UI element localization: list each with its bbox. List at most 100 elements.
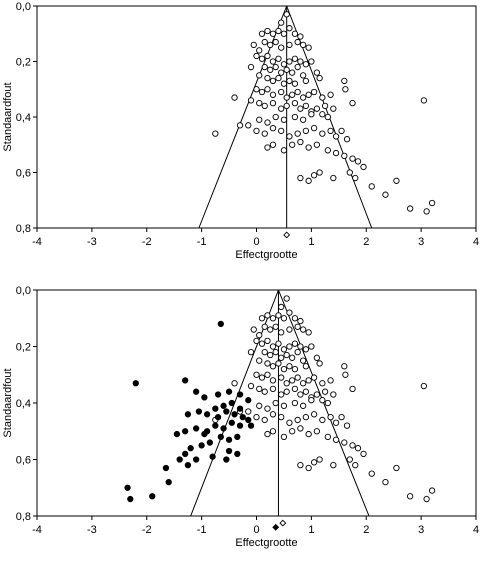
- open-data-point: [330, 391, 337, 398]
- open-data-point: [269, 77, 277, 85]
- open-data-point: [310, 124, 318, 132]
- open-data-point: [245, 122, 252, 129]
- open-data-point: [346, 456, 353, 463]
- open-data-point: [321, 388, 329, 395]
- filled-data-point: [225, 388, 233, 395]
- open-data-point: [297, 343, 304, 350]
- filled-data-point: [203, 411, 211, 418]
- filled-data-point: [206, 439, 214, 446]
- open-data-point: [286, 419, 293, 426]
- filled-data-point: [247, 422, 255, 429]
- open-data-point: [247, 63, 255, 71]
- open-data-point: [289, 428, 296, 435]
- open-data-point: [256, 72, 263, 79]
- open-data-point: [278, 19, 285, 26]
- filled-data-point: [182, 428, 189, 435]
- x-tick-label: -1: [197, 236, 207, 248]
- open-data-point: [269, 377, 277, 384]
- open-data-point: [294, 348, 301, 356]
- filled-data-point: [225, 436, 233, 443]
- open-data-point: [289, 141, 296, 148]
- filled-data-point: [231, 411, 238, 418]
- x-tick-label: -4: [32, 236, 42, 248]
- open-data-point: [321, 102, 329, 110]
- open-data-point: [264, 119, 271, 126]
- open-data-point: [338, 413, 345, 421]
- x-tick-label: -2: [142, 236, 152, 248]
- open-data-point: [332, 149, 340, 157]
- open-data-point: [313, 69, 321, 76]
- open-data-point: [349, 99, 356, 107]
- open-data-point: [272, 399, 279, 407]
- filled-data-point: [149, 493, 156, 500]
- filled-data-point: [223, 456, 230, 463]
- open-data-point: [327, 377, 334, 384]
- open-data-point: [354, 445, 362, 452]
- open-data-point: [269, 428, 277, 435]
- open-data-point: [256, 385, 263, 393]
- x-axis-title: Effectgrootte: [235, 249, 297, 261]
- open-data-point: [302, 346, 310, 353]
- open-data-point: [289, 377, 296, 384]
- open-data-point: [256, 357, 263, 364]
- open-data-point: [291, 315, 299, 322]
- open-data-point: [299, 357, 307, 364]
- open-data-point: [297, 425, 304, 432]
- open-data-point: [261, 102, 268, 110]
- open-data-point: [283, 351, 290, 359]
- open-data-point: [253, 337, 260, 344]
- filled-data-point: [182, 450, 189, 457]
- open-data-point: [278, 303, 285, 311]
- open-data-point: [310, 172, 318, 179]
- open-summary-diamond: [283, 231, 291, 239]
- open-data-point: [261, 416, 268, 424]
- open-data-point: [324, 399, 331, 407]
- funnel-plot-top: -4 -3 -2 -1 0 1 2 3 4 0,0 0,2 0,4 0,6 0,8 Effectgroott…: [2, 1, 479, 261]
- x-tick-label: 1: [308, 524, 314, 536]
- filled-data-point: [245, 416, 252, 424]
- open-data-point: [305, 91, 312, 98]
- open-data-point: [269, 58, 277, 65]
- open-data-point: [342, 371, 349, 378]
- open-data-point: [278, 44, 285, 51]
- open-data-point: [341, 363, 348, 370]
- y-tick-label: 0,6: [16, 168, 31, 180]
- open-data-point: [278, 88, 285, 96]
- x-tick-label: 2: [363, 524, 369, 536]
- filled-data-point: [239, 413, 246, 421]
- open-data-point: [297, 138, 304, 146]
- filled-data-point: [214, 413, 222, 421]
- open-data-point: [310, 459, 318, 466]
- open-data-point: [338, 127, 345, 135]
- open-data-point: [264, 371, 271, 378]
- open-data-point: [278, 413, 285, 421]
- y-tick-label: 0,2: [16, 342, 31, 354]
- open-data-point: [269, 411, 277, 418]
- open-data-point: [278, 127, 285, 135]
- open-summary-diamond: [279, 519, 287, 527]
- open-data-point: [286, 41, 293, 48]
- y-axis-title: Standaardfout: [2, 82, 14, 151]
- open-data-point: [319, 397, 326, 404]
- open-data-point: [264, 75, 271, 82]
- filled-data-point: [214, 391, 222, 398]
- open-data-point: [423, 495, 430, 503]
- open-data-point: [316, 456, 323, 463]
- open-data-point: [278, 354, 285, 361]
- filled-data-point: [132, 380, 139, 387]
- open-data-point: [319, 380, 326, 387]
- filled-data-point: [220, 425, 227, 432]
- open-data-point: [327, 413, 334, 421]
- open-data-point: [294, 323, 301, 330]
- open-data-point: [247, 97, 255, 104]
- open-data-point: [261, 323, 268, 330]
- open-data-point: [253, 127, 260, 135]
- y-tick-label: 0,6: [16, 455, 31, 467]
- open-data-point: [330, 174, 337, 182]
- open-data-point: [299, 41, 307, 48]
- open-data-point: [305, 430, 312, 438]
- open-data-point: [308, 58, 315, 65]
- y-tick-label: 0,2: [16, 57, 31, 69]
- x-tick-label: 1: [308, 236, 314, 248]
- open-data-point: [286, 309, 293, 316]
